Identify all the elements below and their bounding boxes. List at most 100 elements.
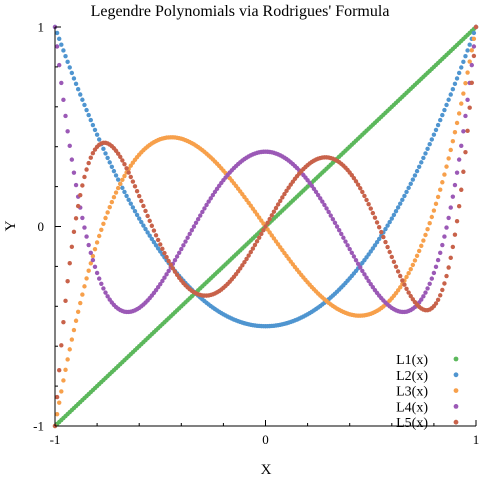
point-l3-x — [103, 215, 108, 221]
point-l2-x — [86, 112, 91, 118]
point-l4-x — [71, 170, 77, 175]
y-tick-label: 1 — [38, 20, 45, 35]
point-l5-x — [162, 250, 167, 256]
point-l2-x — [63, 53, 68, 59]
point-l5-x — [471, 53, 477, 59]
point-l3-x — [67, 347, 72, 352]
point-l2-x — [448, 92, 453, 97]
point-l2-x — [450, 87, 456, 92]
point-l4-x — [438, 250, 443, 256]
point-l5-x — [246, 253, 251, 258]
legend-label: L2(x) — [396, 369, 428, 384]
point-l3-x — [97, 233, 102, 239]
point-l2-x — [134, 212, 140, 218]
point-l3-x — [463, 80, 468, 86]
point-l4-x — [61, 97, 66, 103]
chart-title: Legendre Polynomials via Rodrigues' Form… — [91, 3, 390, 20]
point-l5-x — [242, 259, 247, 265]
point-l2-x — [398, 201, 403, 206]
point-l3-x — [429, 214, 434, 220]
point-l2-x — [78, 92, 83, 97]
point-l3-x — [414, 253, 420, 258]
point-l3-x — [59, 389, 64, 394]
point-l4-x — [353, 257, 359, 263]
point-l4-x — [311, 186, 317, 192]
point-l5-x — [286, 185, 291, 190]
point-l2-x — [113, 173, 119, 178]
point-l4-x — [59, 80, 64, 86]
point-l4-x — [195, 216, 201, 222]
y-tick-label: -1 — [33, 419, 44, 434]
point-l2-x — [463, 53, 468, 59]
point-l3-x — [86, 268, 91, 273]
point-l4-x — [419, 297, 424, 302]
point-l5-x — [158, 242, 163, 247]
point-l3-x — [122, 173, 127, 179]
point-l2-x — [137, 216, 142, 221]
point-l4-x — [202, 206, 207, 211]
point-l2-x — [433, 127, 439, 133]
point-l5-x — [393, 264, 399, 269]
point-l5-x — [259, 231, 264, 237]
legend-label: L4(x) — [396, 400, 428, 415]
point-l5-x — [244, 256, 249, 262]
point-l5-x — [456, 204, 462, 209]
point-l3-x — [471, 36, 477, 42]
point-l2-x — [440, 112, 445, 118]
point-l5-x — [391, 259, 397, 265]
point-l4-x — [166, 268, 171, 274]
point-l5-x — [155, 237, 161, 243]
point-l2-x — [153, 243, 159, 248]
legend-label: L5(x) — [396, 416, 428, 431]
point-l4-x — [313, 189, 319, 195]
point-l2-x — [67, 65, 72, 70]
point-l4-x — [435, 257, 441, 263]
point-l3-x — [425, 227, 430, 232]
point-l3-x — [101, 221, 106, 226]
point-l4-x — [450, 194, 456, 199]
point-l4-x — [444, 225, 449, 230]
point-l4-x — [57, 62, 62, 68]
point-l2-x — [97, 137, 102, 142]
point-l4-x — [191, 224, 197, 229]
point-l5-x — [353, 179, 359, 184]
point-l2-x — [387, 219, 392, 225]
point-l4-x — [448, 205, 453, 210]
point-l3-x — [63, 367, 68, 373]
point-l5-x — [256, 235, 262, 240]
point-l5-x — [459, 187, 464, 192]
point-l3-x — [442, 172, 447, 177]
point-l2-x — [90, 122, 96, 128]
point-l2-x — [54, 30, 60, 36]
point-l2-x — [383, 226, 388, 232]
point-l4-x — [440, 242, 445, 248]
point-l4-x — [172, 257, 178, 263]
point-l4-x — [421, 294, 426, 299]
legend-marker — [453, 404, 459, 409]
point-l2-x — [149, 236, 155, 242]
legend-marker — [453, 356, 459, 362]
point-l5-x — [383, 239, 388, 245]
point-l3-x — [412, 258, 418, 263]
legend-item-l3-x: L3(x) — [396, 385, 459, 400]
point-l2-x — [461, 59, 466, 65]
point-l4-x — [187, 231, 192, 237]
point-l4-x — [425, 286, 430, 291]
point-l2-x — [88, 117, 93, 123]
point-l4-x — [469, 62, 474, 68]
point-l5-x — [461, 169, 466, 174]
series-l5-x — [52, 24, 479, 429]
x-tick-label: 1 — [473, 432, 480, 447]
point-l2-x — [414, 168, 420, 174]
point-l2-x — [400, 197, 405, 203]
point-l3-x — [73, 318, 79, 323]
point-l5-x — [145, 213, 150, 219]
point-l5-x — [166, 258, 171, 264]
point-l3-x — [435, 194, 441, 200]
point-l4-x — [334, 224, 340, 229]
y-axis-label: Y — [3, 220, 19, 231]
point-l5-x — [141, 203, 146, 209]
point-l3-x — [92, 246, 98, 252]
point-l3-x — [433, 201, 439, 207]
point-l5-x — [442, 281, 447, 286]
